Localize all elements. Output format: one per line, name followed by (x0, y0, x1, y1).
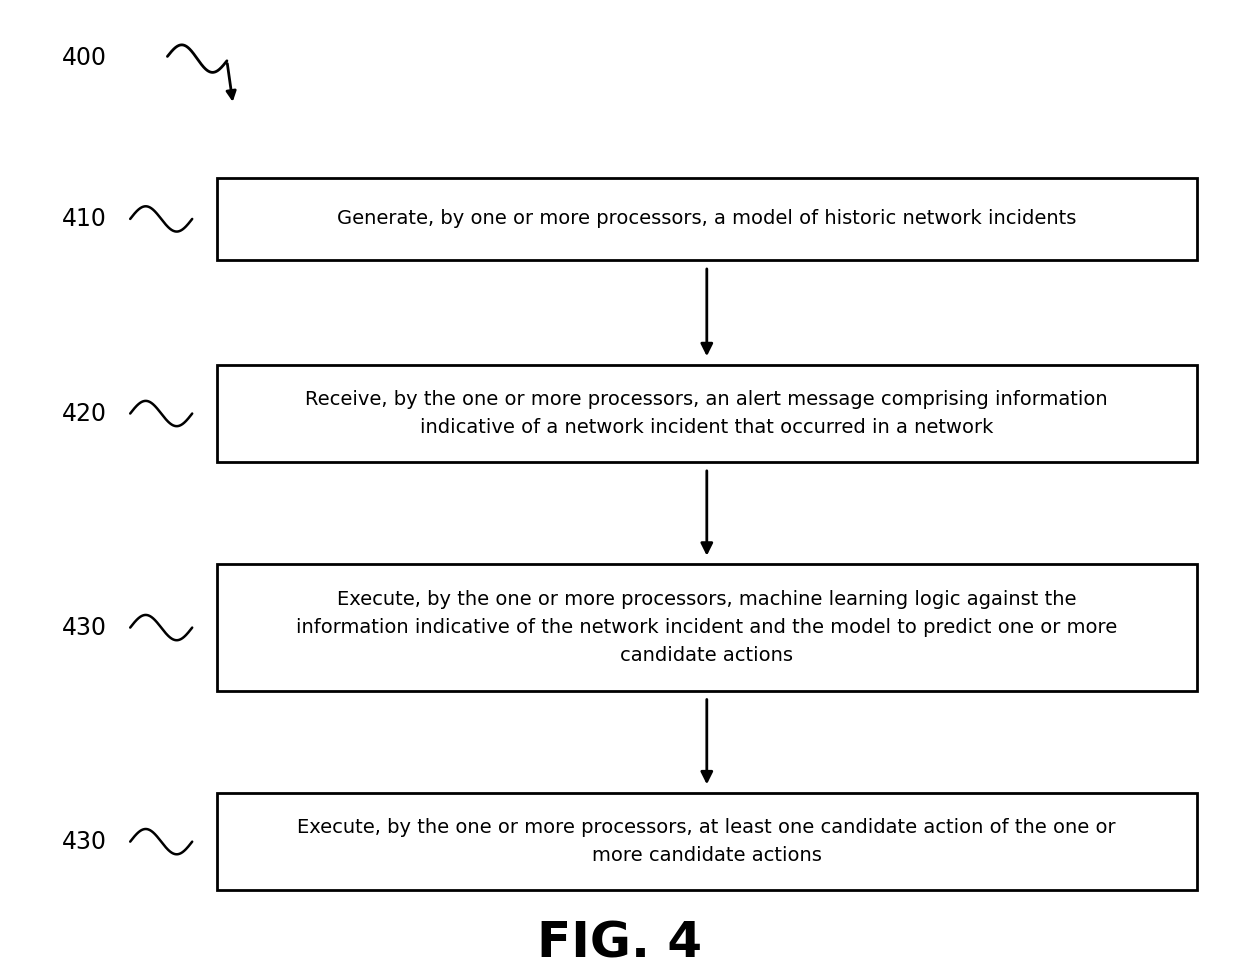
Text: FIG. 4: FIG. 4 (537, 919, 703, 968)
Text: 410: 410 (62, 207, 107, 231)
Text: 420: 420 (62, 402, 107, 425)
Text: 430: 430 (62, 616, 107, 639)
Text: 430: 430 (62, 830, 107, 853)
Bar (217, 365, 1197, 462)
Bar (217, 177, 1197, 260)
Text: 400: 400 (62, 47, 107, 70)
Text: Generate, by one or more processors, a model of historic network incidents: Generate, by one or more processors, a m… (337, 209, 1076, 229)
Bar (217, 793, 1197, 890)
Bar (217, 564, 1197, 691)
Text: Receive, by the one or more processors, an alert message comprising information
: Receive, by the one or more processors, … (305, 390, 1109, 437)
Text: Execute, by the one or more processors, machine learning logic against the
infor: Execute, by the one or more processors, … (296, 590, 1117, 666)
Text: Execute, by the one or more processors, at least one candidate action of the one: Execute, by the one or more processors, … (298, 818, 1116, 865)
